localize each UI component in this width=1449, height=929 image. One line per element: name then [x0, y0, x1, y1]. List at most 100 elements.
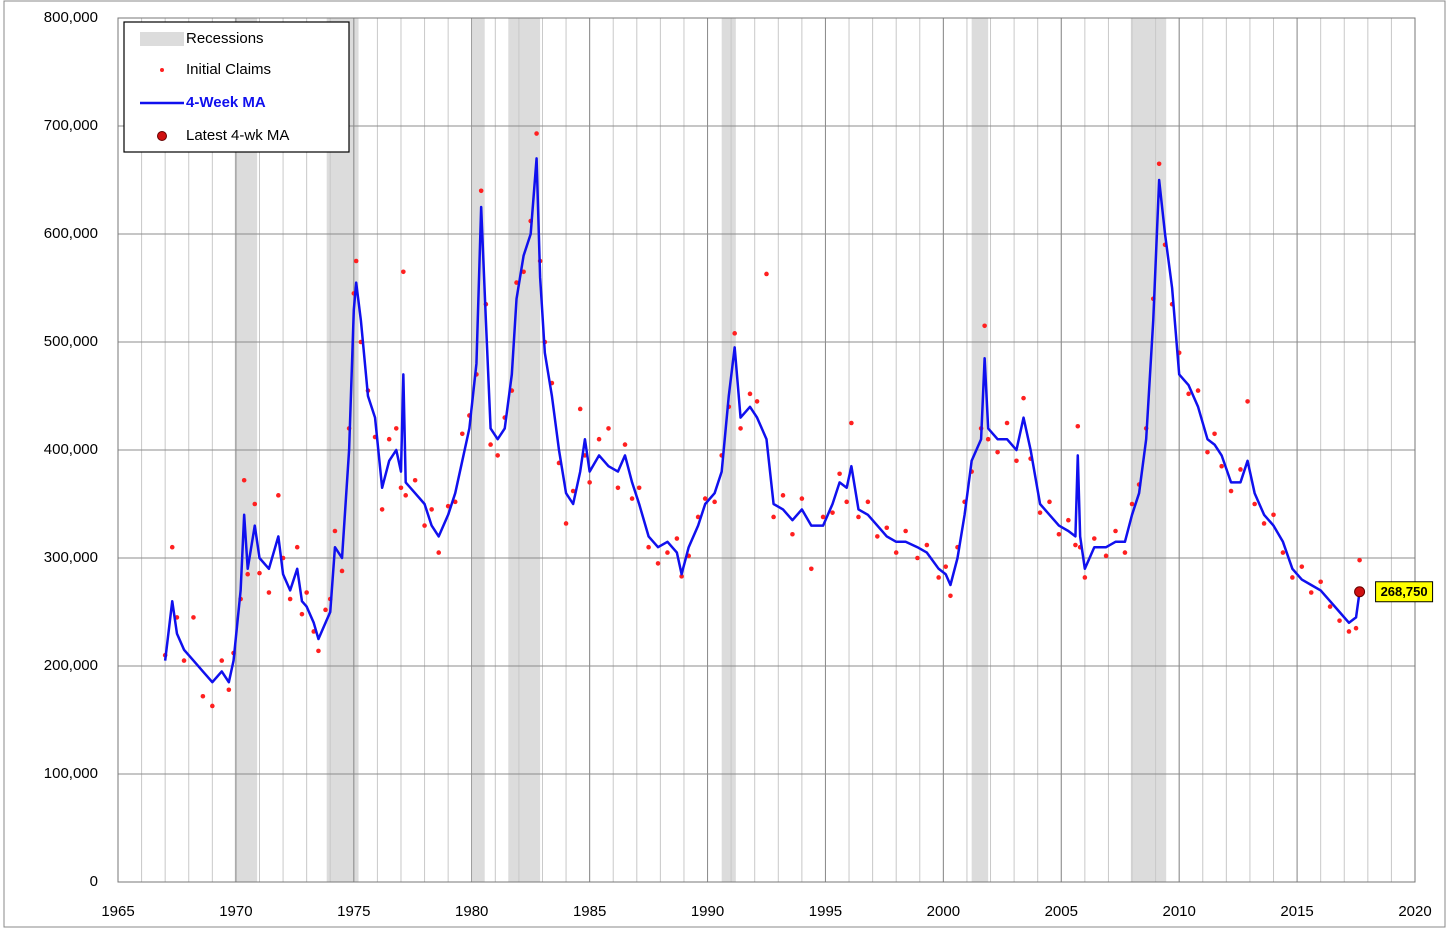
- y-tick-label: 300,000: [44, 549, 98, 566]
- claims-dot: [830, 510, 835, 515]
- claims-dot: [875, 534, 880, 539]
- claims-dot: [1103, 553, 1109, 559]
- claims-dot: [210, 703, 215, 709]
- claims-dot: [1037, 510, 1043, 515]
- claims-dot: [985, 436, 991, 442]
- claims-dot: [422, 523, 427, 528]
- claims-dot: [488, 442, 493, 447]
- claims-dot: [521, 269, 526, 275]
- claims-dot: [219, 658, 225, 663]
- claims-dot: [1004, 420, 1010, 426]
- claims-dot: [1195, 388, 1201, 393]
- plot-border: [117, 17, 1416, 883]
- claims-dot: [1073, 542, 1078, 548]
- claims-dot: [1280, 550, 1286, 555]
- latest-point: [1354, 586, 1366, 598]
- claims-dot: [436, 550, 442, 555]
- claims-dot: [809, 566, 814, 572]
- x-tick-label: 2000: [927, 903, 960, 920]
- claims-dot: [429, 507, 434, 512]
- y-tick-label: 100,000: [44, 765, 98, 782]
- y-tick-label: 700,000: [44, 117, 98, 134]
- claims-dot: [398, 485, 404, 491]
- legend: Recessions Initial Claims 4-Week MA Latest …: [123, 21, 350, 153]
- claims-dot: [401, 269, 406, 275]
- claims-dot: [943, 564, 949, 569]
- claims-dot: [948, 593, 953, 599]
- claims-dot: [1261, 521, 1267, 526]
- legend-swatch: [160, 68, 164, 72]
- claims-dot: [1122, 550, 1128, 555]
- claims-dot: [1290, 575, 1295, 580]
- claims-dot: [884, 525, 890, 531]
- claims-dot: [1091, 536, 1097, 541]
- claims-dot: [893, 550, 899, 555]
- claims-dot: [856, 514, 861, 520]
- claims-dot: [1271, 512, 1276, 518]
- claims-dot: [587, 480, 592, 485]
- claims-dot: [1299, 564, 1305, 569]
- claims-dot: [1219, 463, 1224, 469]
- claims-dot: [1156, 161, 1162, 167]
- claims-dot: [1205, 449, 1210, 455]
- claims-dot: [570, 488, 576, 494]
- claims-dot: [412, 477, 418, 483]
- claims-dot: [1318, 579, 1323, 585]
- claims-dot: [386, 436, 392, 442]
- claims-dot: [799, 496, 805, 501]
- ma-line: [163, 157, 1361, 684]
- claims-dot: [837, 471, 842, 477]
- claims-dot: [563, 521, 569, 526]
- claims-dot: [1337, 618, 1342, 623]
- y-tick-label: 400,000: [44, 441, 98, 458]
- x-tick-label: 2015: [1280, 903, 1313, 920]
- claims-dot: [982, 323, 987, 329]
- claims-dot: [266, 590, 272, 595]
- x-tick-label: 1985: [573, 903, 606, 920]
- claims-dot: [665, 550, 670, 555]
- claims-dot: [1047, 499, 1052, 505]
- claims-dot: [287, 596, 293, 602]
- claims-dot: [712, 499, 717, 505]
- claims-dot: [276, 493, 281, 498]
- claims-dot: [915, 555, 920, 561]
- x-tick-label: 2005: [1045, 903, 1078, 920]
- claims-dot: [764, 271, 769, 277]
- claims-dot: [844, 499, 849, 505]
- claims-dot: [903, 528, 908, 534]
- claims-dot: [820, 514, 826, 520]
- legend-label: Latest 4-wk MA: [186, 127, 289, 144]
- claims-dot: [299, 611, 305, 617]
- x-tick-label: 1975: [337, 903, 370, 920]
- claims-dot: [1308, 590, 1314, 595]
- claims-dot: [478, 188, 484, 194]
- claims-dot: [169, 544, 175, 550]
- claims-dot: [636, 485, 642, 491]
- claims-dot: [615, 485, 621, 491]
- x-tick-label: 1995: [809, 903, 842, 920]
- claims-dot: [732, 331, 737, 336]
- claims-dot: [514, 280, 519, 285]
- claims-dot: [780, 493, 786, 498]
- claims-dot: [1212, 431, 1217, 437]
- claims-dot: [1346, 629, 1352, 634]
- x-tick-label: 1965: [101, 903, 134, 920]
- claims-dot: [241, 477, 247, 483]
- claims-dot: [790, 531, 795, 537]
- claims-dot: [379, 507, 385, 512]
- claims-dot: [339, 568, 345, 574]
- claims-dot: [226, 687, 232, 693]
- claims-dot: [1066, 517, 1071, 523]
- y-tick-label: 800,000: [44, 9, 98, 26]
- claims-dot: [1129, 501, 1135, 507]
- claims-dot: [393, 426, 399, 431]
- claims-dot: [1357, 557, 1362, 563]
- x-tick-label: 1990: [691, 903, 724, 920]
- claims-dot: [1113, 528, 1118, 534]
- y-tick-label: 0: [90, 873, 98, 890]
- claims-dot: [679, 574, 684, 579]
- x-tick-label: 1970: [219, 903, 252, 920]
- claims-dot: [606, 426, 611, 431]
